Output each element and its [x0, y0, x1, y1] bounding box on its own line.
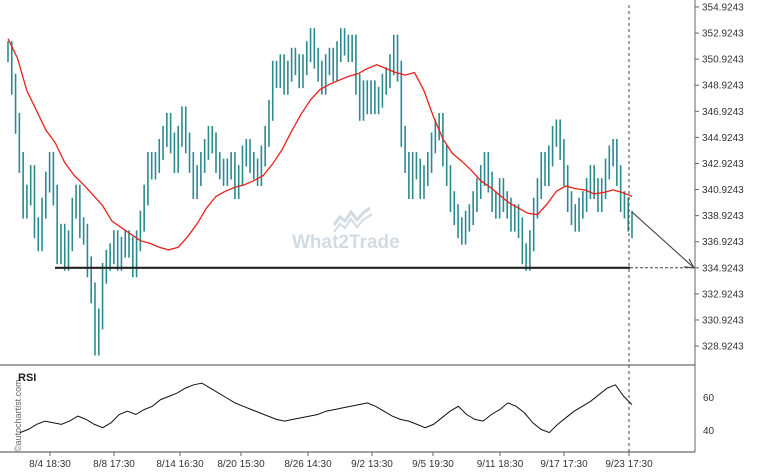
y-tick-label: 332.9243 — [702, 289, 744, 300]
y-axis-ticks: 354.9243 352.9243 350.9243 348.9243 346.9243… — [695, 3, 744, 353]
x-tick-label: 8/20 15:30 — [217, 459, 265, 470]
x-tick-label: 8/26 14:30 — [284, 459, 332, 470]
rsi-panel-title: RSI — [18, 372, 36, 384]
y-tick-label: 354.9243 — [702, 3, 744, 14]
moving-average-line — [7, 38, 633, 251]
y-tick-label: 338.9243 — [702, 211, 744, 222]
y-tick-label: 342.9243 — [702, 159, 744, 170]
moving-average-series — [7, 38, 633, 251]
x-tick-label: 9/5 19:30 — [412, 459, 454, 470]
x-tick-label: 9/11 18:30 — [477, 459, 524, 470]
x-tick-label: 9/23 17:30 — [605, 459, 653, 470]
rsi-tick-40: 40 — [703, 426, 715, 437]
rsi-axis-ticks: RSI 60 40 — [18, 372, 715, 437]
x-tick-label: 8/8 17:30 — [93, 459, 135, 470]
y-tick-label: 330.9243 — [702, 315, 744, 326]
y-tick-label: 340.9243 — [702, 185, 744, 196]
rsi-line — [19, 382, 633, 434]
y-tick-label: 352.9243 — [702, 29, 744, 40]
y-tick-label: 336.9243 — [702, 237, 744, 248]
forecast-arrow-head — [683, 258, 695, 269]
rsi-series — [19, 382, 633, 434]
watermark-wordmark: What2Trade — [292, 232, 400, 253]
watermark-logo-icon — [332, 206, 373, 233]
y-tick-label: 328.9243 — [702, 342, 744, 353]
x-tick-label: 8/14 16:30 — [156, 459, 204, 470]
y-tick-label: 346.9243 — [702, 107, 744, 118]
price-series — [7, 28, 633, 356]
rsi-tick-60: 60 — [703, 393, 715, 404]
side-credit: ©autochartist.com — [13, 379, 23, 452]
y-tick-label: 334.9243 — [702, 263, 744, 274]
y-tick-label: 344.9243 — [702, 133, 744, 144]
y-tick-label: 350.9243 — [702, 55, 744, 66]
forecast-group — [628, 5, 695, 452]
x-tick-label: 9/2 13:30 — [351, 459, 393, 470]
forecast-arrow-line — [631, 211, 695, 269]
y-tick-label: 348.9243 — [702, 81, 744, 92]
x-tick-label: 9/17 17:30 — [540, 459, 588, 470]
x-tick-label: 8/4 18:30 — [29, 459, 71, 470]
watermark: What2Trade — [292, 206, 400, 253]
x-axis-ticks: 8/4 18:30 8/8 17:30 8/14 16:30 8/20 15:30 8/… — [29, 452, 653, 470]
